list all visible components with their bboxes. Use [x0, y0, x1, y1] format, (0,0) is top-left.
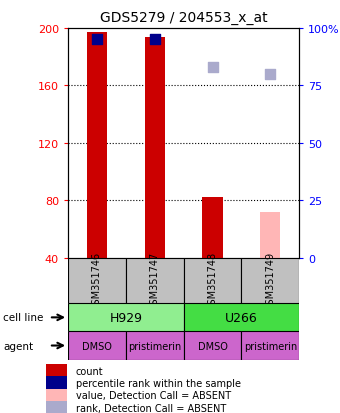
FancyBboxPatch shape — [184, 304, 299, 332]
FancyBboxPatch shape — [68, 258, 126, 304]
FancyBboxPatch shape — [184, 332, 241, 360]
Text: GSM351749: GSM351749 — [265, 252, 275, 310]
Text: pristimerin: pristimerin — [244, 341, 297, 351]
Text: pristimerin: pristimerin — [128, 341, 181, 351]
FancyBboxPatch shape — [126, 332, 184, 360]
FancyBboxPatch shape — [68, 304, 184, 332]
FancyBboxPatch shape — [126, 258, 184, 304]
Text: DMSO: DMSO — [198, 341, 227, 351]
Text: DMSO: DMSO — [82, 341, 112, 351]
Text: GSM351748: GSM351748 — [207, 252, 218, 310]
Text: percentile rank within the sample: percentile rank within the sample — [76, 378, 241, 388]
Text: rank, Detection Call = ABSENT: rank, Detection Call = ABSENT — [76, 403, 226, 413]
Title: GDS5279 / 204553_x_at: GDS5279 / 204553_x_at — [100, 11, 268, 25]
Text: value, Detection Call = ABSENT: value, Detection Call = ABSENT — [76, 390, 231, 401]
Text: count: count — [76, 366, 103, 376]
Point — [152, 37, 157, 44]
Bar — [202, 198, 223, 258]
Bar — [46, 389, 67, 402]
FancyBboxPatch shape — [241, 258, 299, 304]
Text: U266: U266 — [225, 311, 258, 324]
Bar — [260, 212, 280, 258]
Bar — [87, 33, 107, 258]
Point — [268, 71, 273, 78]
Text: cell line: cell line — [3, 313, 44, 323]
Bar — [46, 364, 67, 377]
Text: H929: H929 — [109, 311, 142, 324]
FancyBboxPatch shape — [68, 332, 126, 360]
Text: GSM351746: GSM351746 — [92, 252, 102, 310]
Point — [94, 37, 100, 44]
FancyBboxPatch shape — [241, 332, 299, 360]
Bar — [46, 376, 67, 390]
Bar — [46, 401, 67, 413]
Bar — [144, 38, 165, 258]
Text: agent: agent — [3, 341, 34, 351]
Text: GSM351747: GSM351747 — [150, 251, 160, 311]
Point — [210, 64, 215, 71]
FancyBboxPatch shape — [184, 258, 241, 304]
